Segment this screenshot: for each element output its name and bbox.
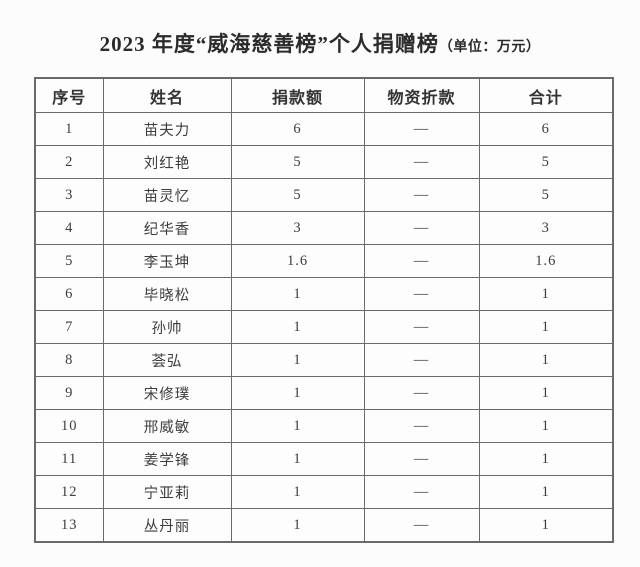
- cell-total: 5: [478, 178, 614, 212]
- cell-name: 刘红艳: [102, 145, 232, 179]
- title-main: 2023 年度“威海慈善榜”个人捐赠榜: [99, 32, 439, 56]
- cell-donation-amount: 1: [230, 343, 365, 377]
- table-body: 1 苗夫力 6—6 2 刘红艳 5—5 3 苗灵忆 5—5 4 纪华香 3—3 5 李玉坤 1.6—1.6 6…: [34, 112, 614, 543]
- cell-index: 5: [34, 244, 104, 278]
- cell-index: 12: [34, 475, 104, 509]
- header-material-discount: 物资折款: [363, 77, 480, 113]
- cell-donation-amount: 1: [230, 475, 365, 509]
- cell-name: 李玉坤: [102, 244, 232, 278]
- cell-name: 苗灵忆: [102, 178, 232, 212]
- cell-material-discount: —: [363, 442, 480, 476]
- cell-index: 9: [34, 376, 104, 410]
- cell-index: 13: [34, 508, 104, 543]
- cell-name: 孙帅: [102, 310, 232, 344]
- cell-material-discount: —: [363, 244, 480, 278]
- cell-total: 1: [478, 277, 614, 311]
- table-row: 6 毕晓松 1—1: [34, 277, 614, 311]
- cell-name: 邢威敏: [102, 409, 232, 443]
- table-row: 2 刘红艳 5—5: [34, 145, 614, 179]
- table-row: 13 丛丹丽 1—1: [34, 508, 614, 543]
- cell-material-discount: —: [363, 112, 480, 146]
- cell-material-discount: —: [363, 178, 480, 212]
- cell-material-discount: —: [363, 310, 480, 344]
- page-title: 2023 年度“威海慈善榜”个人捐赠榜（单位：万元）: [0, 28, 640, 58]
- cell-donation-amount: 5: [230, 145, 365, 179]
- cell-total: 1: [478, 508, 614, 543]
- cell-name: 荟弘: [102, 343, 232, 377]
- cell-donation-amount: 1: [230, 277, 365, 311]
- cell-material-discount: —: [363, 409, 480, 443]
- cell-donation-amount: 6: [230, 112, 365, 146]
- cell-material-discount: —: [363, 508, 480, 543]
- cell-index: 8: [34, 343, 104, 377]
- cell-total: 5: [478, 145, 614, 179]
- cell-index: 11: [34, 442, 104, 476]
- cell-material-discount: —: [363, 277, 480, 311]
- cell-total: 1: [478, 376, 614, 410]
- cell-material-discount: —: [363, 475, 480, 509]
- cell-donation-amount: 1: [230, 508, 365, 543]
- table-row: 11 姜学锋 1—1: [34, 442, 614, 476]
- cell-material-discount: —: [363, 145, 480, 179]
- donation-table: 序号 姓名 捐款额 物资折款 合计 1 苗夫力 6—6 2 刘红艳 5—5 3 苗灵忆 5—5 4…: [34, 77, 614, 543]
- table-header-row: 序号 姓名 捐款额 物资折款 合计: [34, 77, 614, 113]
- table-row: 7 孙帅 1—1: [34, 310, 614, 344]
- cell-total: 6: [478, 112, 614, 146]
- header-total: 合计: [478, 77, 614, 113]
- cell-donation-amount: 5: [230, 178, 365, 212]
- table-row: 12 宁亚莉 1—1: [34, 475, 614, 509]
- cell-total: 3: [478, 211, 614, 245]
- cell-index: 6: [34, 277, 104, 311]
- cell-name: 姜学锋: [102, 442, 232, 476]
- table-row: 4 纪华香 3—3: [34, 211, 614, 245]
- cell-total: 1: [478, 310, 614, 344]
- table-row: 9 宋修璞 1—1: [34, 376, 614, 410]
- cell-donation-amount: 1: [230, 310, 365, 344]
- cell-index: 3: [34, 178, 104, 212]
- header-donation-amount: 捐款额: [230, 77, 365, 113]
- cell-total: 1: [478, 475, 614, 509]
- cell-total: 1.6: [478, 244, 614, 278]
- cell-donation-amount: 1: [230, 376, 365, 410]
- cell-donation-amount: 1.6: [230, 244, 365, 278]
- table-row: 5 李玉坤 1.6—1.6: [34, 244, 614, 278]
- cell-donation-amount: 1: [230, 409, 365, 443]
- table-row: 8 荟弘 1—1: [34, 343, 614, 377]
- cell-index: 1: [34, 112, 104, 146]
- cell-total: 1: [478, 343, 614, 377]
- cell-index: 4: [34, 211, 104, 245]
- table-row: 1 苗夫力 6—6: [34, 112, 614, 146]
- cell-index: 10: [34, 409, 104, 443]
- title-unit: （单位：万元）: [438, 40, 541, 55]
- header-index: 序号: [34, 77, 104, 113]
- table-row: 10 邢威敏 1—1: [34, 409, 614, 443]
- cell-total: 1: [478, 409, 614, 443]
- cell-index: 2: [34, 145, 104, 179]
- cell-material-discount: —: [363, 376, 480, 410]
- cell-donation-amount: 3: [230, 211, 365, 245]
- cell-name: 纪华香: [102, 211, 232, 245]
- cell-name: 宁亚莉: [102, 475, 232, 509]
- cell-material-discount: —: [363, 343, 480, 377]
- cell-index: 7: [34, 310, 104, 344]
- cell-material-discount: —: [363, 211, 480, 245]
- header-name: 姓名: [102, 77, 232, 113]
- cell-total: 1: [478, 442, 614, 476]
- cell-name: 苗夫力: [102, 112, 232, 146]
- cell-name: 丛丹丽: [102, 508, 232, 543]
- cell-donation-amount: 1: [230, 442, 365, 476]
- table-row: 3 苗灵忆 5—5: [34, 178, 614, 212]
- cell-name: 毕晓松: [102, 277, 232, 311]
- cell-name: 宋修璞: [102, 376, 232, 410]
